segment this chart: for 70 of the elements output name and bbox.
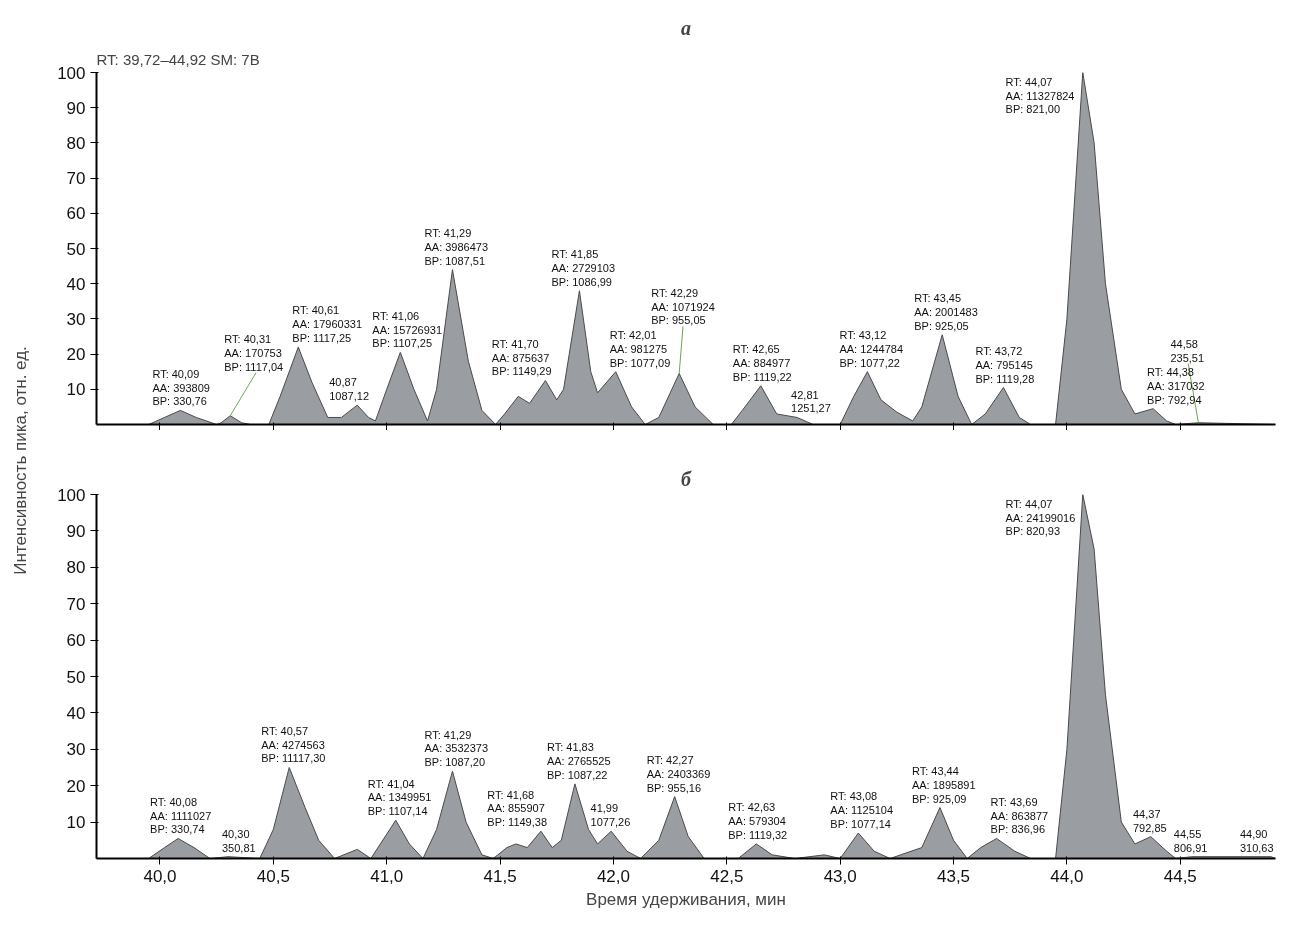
annotation: RT: 40,31 AA: 170753 BP: 1117,04 [224,333,284,373]
annotation: RT: 43,12 AA: 1244784 BP: 1077,22 [839,329,904,369]
annotation: RT: 42,63 AA: 579304 BP: 1119,32 [728,801,788,841]
annotation: RT: 41,85 AA: 2729103 BP: 1086,99 [551,248,616,288]
annotation: RT: 44,07 AA: 24199016 BP: 820,93 [1005,497,1076,538]
annotation: 41,99 1077,26 [590,802,631,829]
annotation: RT: 42,29 AA: 1071924 BP: 955,05 [651,286,715,327]
y-tick-label: 100 [57,63,86,83]
annotation: RT: 41,83 AA: 2765525 BP: 1087,22 [546,741,611,781]
y-tick-label: 70 [66,169,86,189]
annotation: RT: 42,65 AA: 884977 BP: 1119,22 [732,343,792,383]
annotation: 44,55 806,91 [1173,827,1208,854]
chart-title: а [681,16,691,39]
y-tick-label: 80 [66,133,86,153]
annotation: 40,87 1087,12 [329,376,370,403]
annotation: 44,90 310,63 [1239,827,1274,854]
annotation: RT: 40,08 AA: 1111027 BP: 330,74 [150,795,212,836]
x-tick-label: 44,5 [1163,866,1197,886]
y-tick-label: 30 [66,740,86,760]
x-tick-label: 40,5 [256,866,290,886]
x-tick-label: 43,5 [937,866,971,886]
annotation: RT: 44,38 AA: 317032 BP: 792,94 [1147,366,1205,406]
annotation: RT: 40,61 AA: 17960331 BP: 1117,25 [292,304,363,345]
annotation: RT: 43,69 AA: 863877 BP: 836,96 [990,795,1049,836]
y-tick-label: 60 [66,631,86,651]
annotation: RT: 41,06 AA: 15726931 BP: 1107,25 [372,309,443,350]
x-tick-label: 44,0 [1050,866,1084,886]
x-tick-label: 42,0 [596,866,630,886]
annotation: 44,58 235,51 [1170,337,1205,364]
y-tick-label: 20 [66,345,86,365]
annotation: RT: 43,45 AA: 2001483 BP: 925,05 [914,292,978,332]
annotation: RT: 41,29 AA: 3532373 BP: 1087,20 [424,728,489,769]
y-tick-label: 10 [66,380,86,400]
y-tick-label: 90 [66,521,86,541]
annotation: RT: 41,29 AA: 3986473 BP: 1087,51 [424,227,489,267]
annotation: 42,81 1251,27 [791,388,831,415]
y-tick-label: 80 [66,558,86,578]
annotation: RT: 40,57 AA: 4274563 BP: 11117,30 [261,724,326,765]
chart-title: б [681,467,693,490]
y-axis-title: Интенсивность пика, отн. ед. [10,346,30,575]
annotation: RT: 43,44 AA: 1895891 BP: 925,09 [911,764,976,805]
annotation: RT: 41,04 AA: 1349951 BP: 1107,14 [367,777,432,818]
annotation: 40,30 350,81 [222,827,256,854]
annotation: RT: 44,07 AA: 11327824 BP: 821,00 [1005,75,1075,116]
x-axis-title: Время удерживания, мин [586,889,786,909]
annotation: RT: 42,01 AA: 981275 BP: 1077,09 [609,329,671,369]
y-tick-label: 20 [66,776,86,796]
y-tick-label: 100 [57,485,86,505]
y-tick-label: 30 [66,309,86,329]
y-tick-label: 60 [66,204,86,224]
y-tick-label: 50 [66,239,86,259]
x-tick-label: 41,5 [483,866,517,886]
annotation: RT: 41,70 AA: 875637 BP: 1149,29 [491,337,552,378]
y-tick-label: 10 [66,813,86,833]
annotation: 44,37 792,85 [1133,807,1167,834]
text: RT: 39,72–44,92 SM: 7B [96,50,260,68]
annotation: RT: 43,72 AA: 795145 BP: 1119,28 [975,344,1035,385]
annotation: RT: 40,09 AA: 393809 BP: 330,76 [152,367,210,408]
x-tick-label: 43,0 [823,866,857,886]
y-tick-label: 90 [66,98,86,118]
y-tick-label: 40 [66,703,86,723]
y-tick-label: 70 [66,594,86,614]
y-tick-label: 50 [66,667,86,687]
y-tick-label: 40 [66,274,86,294]
annotation: RT: 43,08 AA: 1125104 BP: 1077,14 [830,790,894,831]
x-tick-label: 42,5 [710,866,744,886]
annotation: RT: 42,27 AA: 2403369 BP: 955,16 [646,754,711,794]
x-tick-label: 41,0 [370,866,404,886]
annotation: RT: 41,68 AA: 855907 BP: 1149,38 [487,788,548,829]
x-tick-label: 40,0 [143,866,177,886]
